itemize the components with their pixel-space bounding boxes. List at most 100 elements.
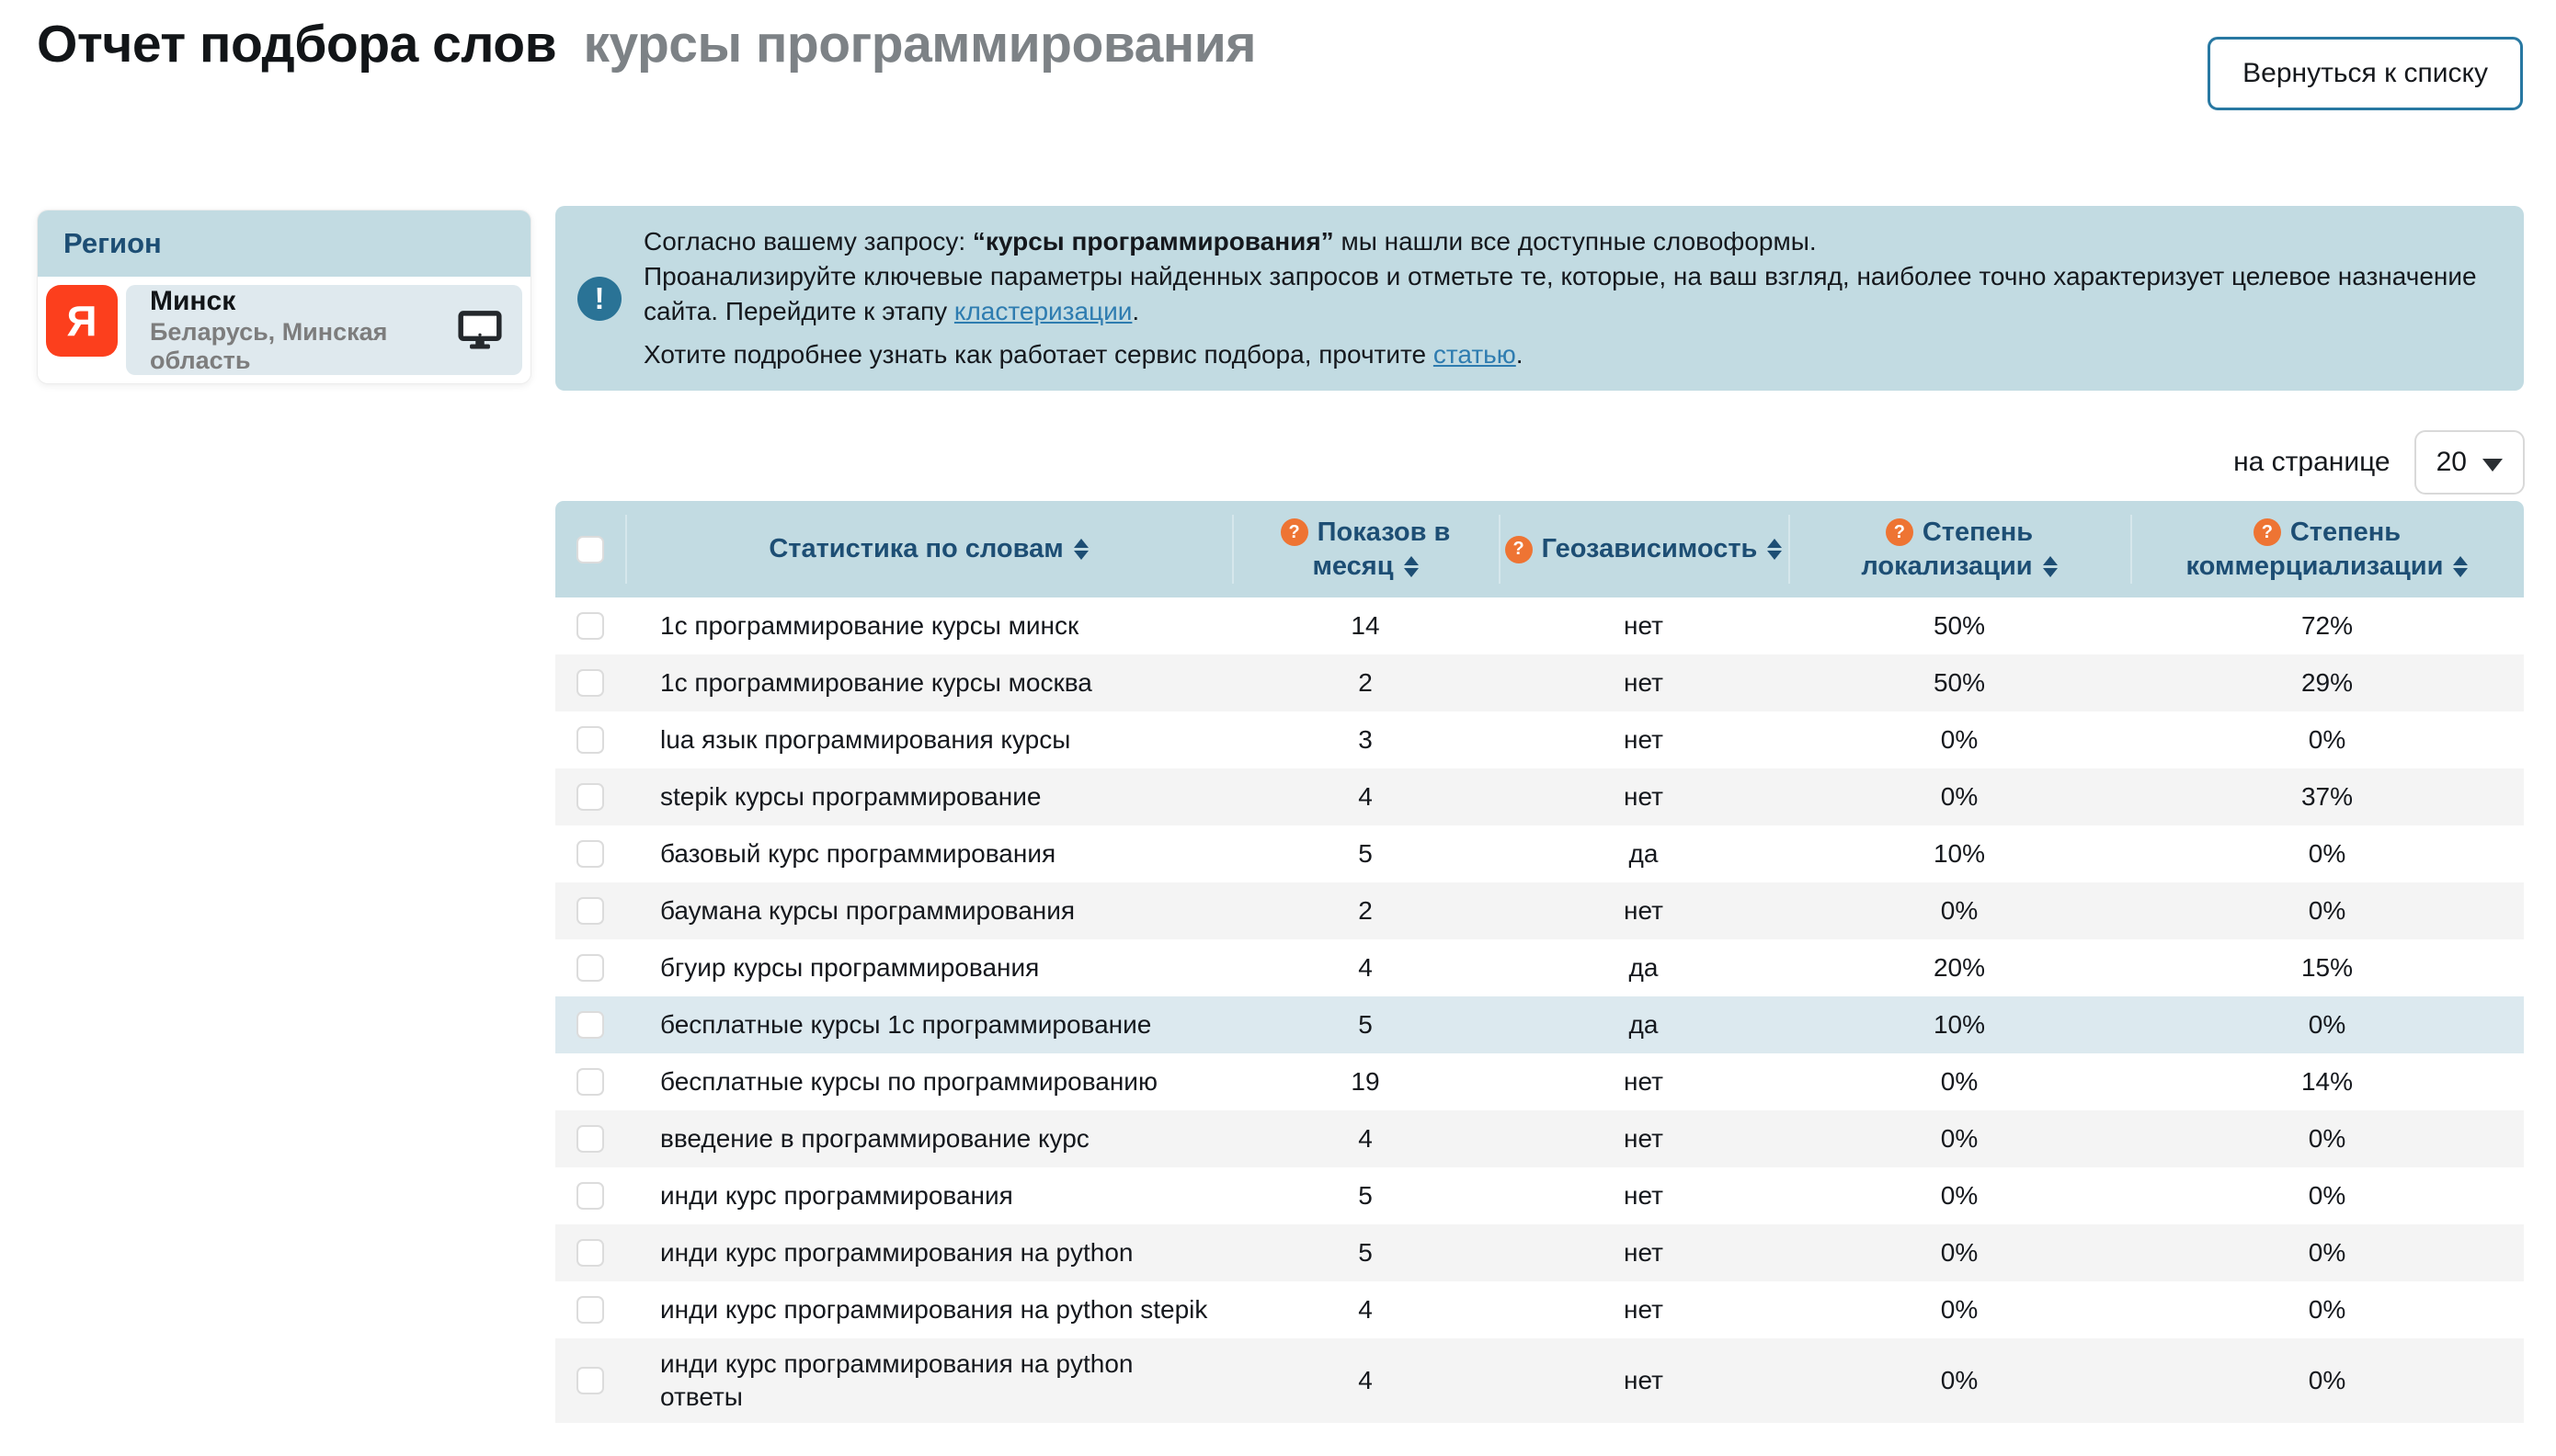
column-header-text: Геозависимость (1541, 534, 1758, 563)
help-icon[interactable]: ? (1885, 518, 1913, 546)
table-row[interactable]: инди курс программирования на python 5 нет… (555, 1224, 2524, 1281)
row-checkbox-cell (555, 654, 625, 711)
banner-line-1-suffix: мы нашли все доступные словоформы. (1333, 227, 1817, 256)
column-header-localization[interactable]: ? Степень локализации (1788, 501, 2130, 597)
help-icon[interactable]: ? (2253, 518, 2281, 546)
table-row[interactable]: 1с программирование курсы минск 14 нет 50% 7… (555, 597, 2524, 654)
row-checkbox[interactable] (576, 1182, 604, 1210)
row-checkbox-cell (555, 939, 625, 996)
banner-line-3-text: Хотите подробнее узнать как работает сер… (644, 340, 1433, 369)
impressions-cell: 5 (1358, 839, 1373, 868)
back-to-list-button[interactable]: Вернуться к списку (2208, 37, 2523, 110)
commercialization-cell: 15% (2300, 953, 2354, 982)
table-row[interactable]: бесплатные курсы 1с программирование 5 да 1… (555, 996, 2524, 1053)
table-row[interactable]: lua язык программирования курсы 3 нет 0% 0% (555, 711, 2524, 768)
page-size-value: 20 (2436, 447, 2467, 477)
localization-cell: 0% (1940, 1238, 1979, 1267)
column-header-commercialization[interactable]: ? Степень коммерциализации (2130, 501, 2524, 597)
monitor-icon (458, 311, 502, 349)
sort-icon[interactable] (2453, 555, 2469, 577)
commercialization-cell: 0% (2308, 725, 2346, 754)
table-row[interactable]: инди курс программирования на python отв… (555, 1338, 2524, 1423)
row-checkbox-cell (555, 1167, 625, 1224)
table-row[interactable]: бесплатные курсы по программированию 19 не… (555, 1053, 2524, 1110)
banner-line-2-text: Проанализируйте ключевые параметры найде… (644, 262, 2477, 325)
impressions-cell: 5 (1358, 1181, 1373, 1210)
page-size-control: на странице 20 (2233, 430, 2525, 495)
clusterization-link[interactable]: кластеризации (953, 297, 1133, 325)
table-body: 1с программирование курсы минск 14 нет 50% 7… (555, 597, 2524, 1423)
column-header-impressions[interactable]: ? Показов в месяц (1232, 501, 1499, 597)
table-row[interactable]: введение в программирование курс 4 нет 0% 0% (555, 1110, 2524, 1167)
row-checkbox[interactable] (576, 1125, 604, 1153)
row-checkbox[interactable] (576, 1239, 604, 1267)
table-row[interactable]: stepik курсы программирование 4 нет 0% 37% (555, 768, 2524, 825)
localization-cell: 0% (1940, 1295, 1979, 1324)
row-checkbox-cell (555, 882, 625, 939)
geo-cell: нет (1624, 1181, 1663, 1210)
column-header-text: месяц (1312, 551, 1394, 581)
commercialization-cell: 0% (2308, 839, 2346, 868)
column-header-label: Статистика по словам (769, 532, 1089, 566)
table-row[interactable]: 1с программирование курсы москва 2 нет 50% 2… (555, 654, 2524, 711)
keyword-cell: бесплатные курсы по программированию (660, 1067, 1158, 1096)
commercialization-cell: 0% (2308, 1181, 2346, 1210)
row-checkbox[interactable] (576, 897, 604, 925)
table-row[interactable]: баумана курсы программирования 2 нет 0% 0% (555, 882, 2524, 939)
table-row[interactable]: бгуир курсы программирования 4 да 20% 15% (555, 939, 2524, 996)
help-icon[interactable]: ? (1280, 518, 1308, 546)
row-checkbox[interactable] (576, 726, 604, 754)
localization-cell: 0% (1940, 896, 1979, 925)
localization-cell: 50% (1933, 611, 1986, 640)
sort-icon[interactable] (1403, 555, 1419, 577)
row-checkbox-cell (555, 768, 625, 825)
row-checkbox[interactable] (576, 783, 604, 811)
table-row[interactable]: инди курс программирования 5 нет 0% 0% (555, 1167, 2524, 1224)
keyword-cell: инди курс программирования (660, 1181, 1013, 1210)
row-checkbox[interactable] (576, 1296, 604, 1324)
info-icon-column: ! (555, 224, 644, 372)
commercialization-cell: 0% (2308, 896, 2346, 925)
page-title-main: Отчет подбора слов (37, 15, 557, 74)
table-row[interactable]: базовый курс программирования 5 да 10% 0% (555, 825, 2524, 882)
sort-icon[interactable] (2042, 555, 2058, 577)
region-item[interactable]: Минск Беларусь, Минская область (126, 285, 522, 375)
banner-line-2: Проанализируйте ключевые параметры найде… (644, 259, 2487, 329)
keyword-cell: баумана курсы программирования (660, 896, 1076, 925)
table-row[interactable]: инди курс программирования на python ste… (555, 1281, 2524, 1338)
row-checkbox-cell (555, 1338, 625, 1423)
sort-icon[interactable] (1767, 539, 1783, 560)
keyword-cell: 1с программирование курсы москва (660, 668, 1092, 697)
column-header-geo[interactable]: ? Геозависимость (1499, 501, 1788, 597)
localization-cell: 0% (1940, 1366, 1979, 1394)
sort-icon[interactable] (1073, 539, 1089, 560)
column-header-keyword[interactable]: Статистика по словам (625, 501, 1232, 597)
impressions-cell: 4 (1358, 1366, 1373, 1394)
page-title: Отчет подбора слов курсы программировани… (37, 11, 1257, 77)
article-link[interactable]: статью (1432, 340, 1516, 369)
page-size-select[interactable]: 20 (2413, 430, 2525, 495)
commercialization-cell: 0% (2308, 1124, 2346, 1153)
row-checkbox[interactable] (576, 1367, 604, 1394)
banner-line-2-end: . (1132, 297, 1140, 325)
row-checkbox[interactable] (576, 840, 604, 868)
row-checkbox[interactable] (576, 612, 604, 640)
select-all-checkbox[interactable] (576, 535, 604, 563)
localization-cell: 20% (1933, 953, 1986, 982)
region-panel-header: Регион (38, 210, 531, 277)
row-checkbox[interactable] (576, 954, 604, 982)
column-header-text: Степень (1922, 517, 2034, 547)
help-icon[interactable]: ? (1504, 535, 1533, 563)
column-header-text: локализации (1861, 551, 2033, 581)
row-checkbox[interactable] (576, 669, 604, 697)
impressions-cell: 19 (1351, 1067, 1380, 1096)
geo-cell: да (1628, 1010, 1659, 1039)
row-checkbox-cell (555, 1110, 625, 1167)
keyword-cell: 1с программирование курсы минск (660, 611, 1079, 640)
row-checkbox[interactable] (576, 1068, 604, 1096)
banner-line-3-end: . (1515, 340, 1523, 369)
row-checkbox-cell (555, 1281, 625, 1338)
row-checkbox[interactable] (576, 1011, 604, 1039)
banner-line-3: Хотите подробнее узнать как работает сер… (644, 337, 2487, 372)
impressions-cell: 2 (1358, 896, 1373, 925)
